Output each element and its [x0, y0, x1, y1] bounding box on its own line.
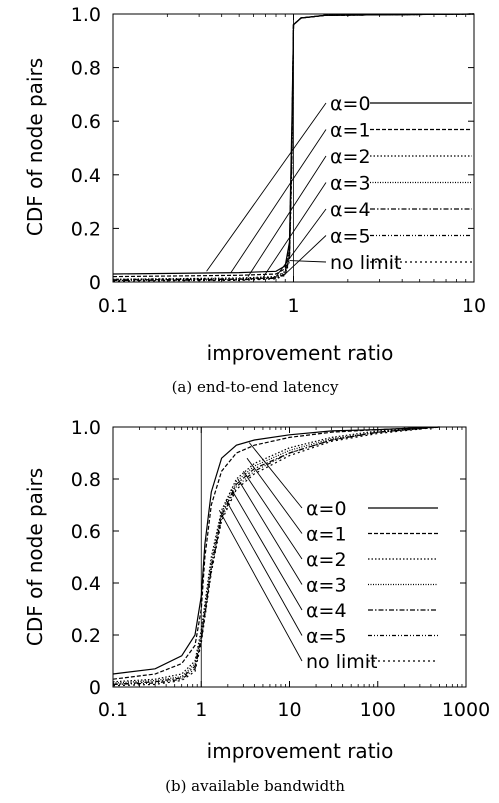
legend-label-bg: [304, 522, 352, 546]
legend-label-bg: [328, 145, 376, 168]
legend-label: no limit: [306, 651, 378, 673]
y-tick-label: 0.8: [71, 58, 101, 80]
annotation-leader: [231, 489, 303, 611]
chart-a-ylabel: CDF of node pairs: [23, 58, 47, 236]
y-tick-label: 0.2: [71, 218, 101, 240]
y-tick-label: 0.6: [71, 521, 101, 543]
annotation-leader: [242, 470, 303, 560]
legend-label: α=3: [306, 575, 347, 597]
x-tick-label: 10: [462, 295, 486, 317]
legend-label: α=0: [306, 498, 347, 520]
legend-label: α=1: [306, 524, 347, 546]
legend-label-bg: [328, 224, 376, 248]
y-tick-label: 0.8: [71, 469, 101, 491]
legend-label: α=1: [330, 120, 371, 142]
chart-b-xlabel: improvement ratio: [207, 739, 394, 763]
annotation-leader: [247, 155, 327, 277]
annotation-leader: [248, 442, 303, 509]
annotation-leader: [206, 102, 327, 272]
annotation-leader: [218, 509, 303, 662]
legend-label-bg: [304, 650, 392, 673]
series-line-3: [112, 426, 440, 684]
x-tick-label: 0.1: [98, 295, 128, 317]
chart-a: CDF of node pairs improvement ratio (a) …: [23, 4, 486, 396]
series-line-4: [112, 426, 440, 685]
legend-label: α=4: [330, 199, 371, 221]
series-line-5: [112, 426, 440, 685]
x-tick-label: 0.1: [98, 699, 128, 721]
plot-frame: [112, 426, 467, 688]
chart-a-xlabel: improvement ratio: [207, 341, 394, 365]
chart-b-ylabel: CDF of node pairs: [23, 468, 47, 646]
series-line-2: [112, 426, 440, 683]
y-tick-label: 0.6: [71, 111, 101, 133]
legend-label-bg: [304, 548, 352, 571]
y-tick-label: 0.2: [71, 625, 101, 647]
legend-label: α=4: [306, 600, 347, 622]
x-tick-label: 100: [360, 699, 396, 721]
x-tick-label: 1000: [442, 699, 490, 721]
legend-label-bg: [304, 497, 352, 520]
y-tick-label: 0: [89, 677, 101, 699]
annotation-leader: [246, 457, 303, 534]
legend-label: α=5: [306, 626, 347, 648]
annotation-leader: [230, 129, 327, 273]
chart-a-caption: (a) end-to-end latency: [172, 378, 339, 396]
x-tick-label: 10: [277, 699, 301, 721]
legend-label-bg: [304, 573, 352, 597]
legend-label: α=0: [330, 93, 371, 115]
annotation-leader: [289, 260, 327, 263]
series-line-6: [112, 426, 440, 687]
series-line-6: [112, 13, 475, 282]
legend-label-bg: [328, 118, 376, 142]
y-tick-label: 0.4: [71, 573, 101, 595]
chart-b: CDF of node pairs improvement ratio (b) …: [23, 417, 490, 795]
annotation-leader: [225, 499, 303, 636]
legend-label-bg: [328, 198, 376, 221]
chart-b-caption: (b) available bandwidth: [165, 777, 345, 795]
x-tick-label: 1: [195, 699, 207, 721]
x-tick-label: 1: [287, 295, 299, 317]
legend-label: α=2: [306, 549, 347, 571]
legend-label-bg: [304, 624, 352, 648]
legend-label-bg: [304, 599, 352, 622]
y-tick-label: 0: [89, 272, 101, 294]
series-line-1: [112, 426, 440, 680]
annotation-leader: [262, 182, 327, 278]
y-tick-label: 1.0: [71, 417, 101, 439]
annotation-leader: [275, 208, 327, 277]
legend-label: α=3: [330, 173, 371, 195]
legend-label-bg: [328, 92, 376, 115]
legend-label: no limit: [330, 252, 402, 274]
annotation-leader: [237, 478, 303, 585]
annotation-leader: [284, 235, 327, 275]
y-tick-label: 0.4: [71, 165, 101, 187]
legend-label: α=5: [330, 226, 371, 248]
legend-label: α=2: [330, 146, 371, 168]
y-tick-label: 1.0: [71, 4, 101, 26]
series-line-0: [112, 426, 440, 675]
legend-label-bg: [328, 171, 376, 195]
